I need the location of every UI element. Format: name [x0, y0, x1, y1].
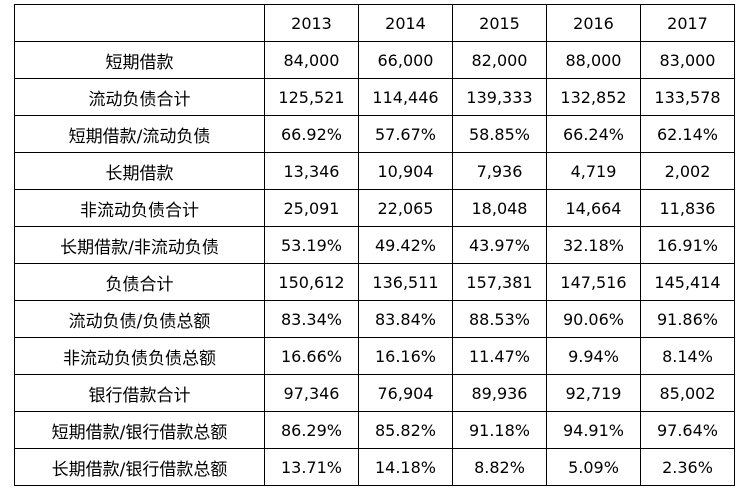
table-cell: 22,065 [358, 189, 453, 227]
row-label: 长期借款/银行借款总额 [14, 448, 265, 486]
table-cell: 2.36% [640, 448, 735, 486]
table-cell: 85,002 [640, 374, 735, 412]
table-cell: 10,904 [358, 152, 453, 190]
table-row: 长期借款 13,346 10,904 7,936 4,719 2,002 [14, 152, 735, 190]
table-cell: 13.71% [264, 448, 359, 486]
table-cell: 145,414 [640, 263, 735, 301]
table-cell: 9.94% [546, 337, 641, 375]
table-cell: 139,333 [452, 78, 547, 116]
table-cell: 62.14% [640, 115, 735, 153]
table-cell: 25,091 [264, 189, 359, 227]
table-cell: 11.47% [452, 337, 547, 375]
table-cell: 82,000 [452, 41, 547, 79]
table-row: 短期借款 84,000 66,000 82,000 88,000 83,000 [14, 41, 735, 79]
table-cell: 5.09% [546, 448, 641, 486]
table-row: 流动负债/负债总额 83.34% 83.84% 88.53% 90.06% 91.86% [14, 300, 735, 338]
corner-cell [14, 4, 265, 42]
table-cell: 66.24% [546, 115, 641, 153]
table-cell: 150,612 [264, 263, 359, 301]
table-cell: 16.66% [264, 337, 359, 375]
table-cell: 16.16% [358, 337, 453, 375]
table-cell: 157,381 [452, 263, 547, 301]
table-row: 非流动负债合计 25,091 22,065 18,048 14,664 11,836 [14, 189, 735, 227]
table-cell: 132,852 [546, 78, 641, 116]
table-cell: 49.42% [358, 226, 453, 264]
table-cell: 147,516 [546, 263, 641, 301]
table-cell: 8.82% [452, 448, 547, 486]
table-body: 短期借款 84,000 66,000 82,000 88,000 83,000 流动负债合计… [14, 41, 735, 486]
row-label: 长期借款 [14, 152, 265, 190]
table-cell: 83.84% [358, 300, 453, 338]
debt-data-table: 2013 2014 2015 2016 2017 短期借款 84,000 66,00… [14, 4, 735, 486]
row-label: 非流动负债合计 [14, 189, 265, 227]
table-cell: 136,511 [358, 263, 453, 301]
row-label: 长期借款/非流动负债 [14, 226, 265, 264]
table-cell: 90.06% [546, 300, 641, 338]
table-cell: 76,904 [358, 374, 453, 412]
table-cell: 14,664 [546, 189, 641, 227]
table-row: 负债合计 150,612 136,511 157,381 147,516 145,414 [14, 263, 735, 301]
table-cell: 13,346 [264, 152, 359, 190]
table-cell: 58.85% [452, 115, 547, 153]
table-cell: 94.91% [546, 411, 641, 449]
table-cell: 18,048 [452, 189, 547, 227]
year-header: 2013 [264, 4, 359, 42]
table-row: 流动负债合计 125,521 114,446 139,333 132,852 133,57… [14, 78, 735, 116]
table-cell: 2,002 [640, 152, 735, 190]
table-cell: 97,346 [264, 374, 359, 412]
table-row: 非流动负债负债总额 16.66% 16.16% 11.47% 9.94% 8.14% [14, 337, 735, 375]
row-label: 流动负债/负债总额 [14, 300, 265, 338]
table-cell: 83.34% [264, 300, 359, 338]
year-header: 2017 [640, 4, 735, 42]
table-cell: 66,000 [358, 41, 453, 79]
year-header: 2016 [546, 4, 641, 42]
year-header: 2015 [452, 4, 547, 42]
table-cell: 133,578 [640, 78, 735, 116]
table-cell: 91.86% [640, 300, 735, 338]
table-cell: 125,521 [264, 78, 359, 116]
table-cell: 89,936 [452, 374, 547, 412]
table-cell: 32.18% [546, 226, 641, 264]
table-cell: 53.19% [264, 226, 359, 264]
table-cell: 85.82% [358, 411, 453, 449]
table-cell: 83,000 [640, 41, 735, 79]
table-cell: 88.53% [452, 300, 547, 338]
header-row: 2013 2014 2015 2016 2017 [14, 4, 735, 42]
table-cell: 4,719 [546, 152, 641, 190]
table-row: 长期借款/非流动负债 53.19% 49.42% 43.97% 32.18% 16.91% [14, 226, 735, 264]
table-cell: 114,446 [358, 78, 453, 116]
row-label: 短期借款 [14, 41, 265, 79]
table-cell: 11,836 [640, 189, 735, 227]
table-cell: 91.18% [452, 411, 547, 449]
table-cell: 88,000 [546, 41, 641, 79]
table-cell: 7,936 [452, 152, 547, 190]
row-label: 非流动负债负债总额 [14, 337, 265, 375]
row-label: 流动负债合计 [14, 78, 265, 116]
table-cell: 8.14% [640, 337, 735, 375]
table-cell: 92,719 [546, 374, 641, 412]
table-row: 短期借款/流动负债 66.92% 57.67% 58.85% 66.24% 62.14% [14, 115, 735, 153]
row-label: 银行借款合计 [14, 374, 265, 412]
table-cell: 16.91% [640, 226, 735, 264]
table-cell: 57.67% [358, 115, 453, 153]
table-cell: 97.64% [640, 411, 735, 449]
table-row: 银行借款合计 97,346 76,904 89,936 92,719 85,002 [14, 374, 735, 412]
table-cell: 86.29% [264, 411, 359, 449]
table-row: 短期借款/银行借款总额 86.29% 85.82% 91.18% 94.91% 97.64… [14, 411, 735, 449]
table-cell: 43.97% [452, 226, 547, 264]
row-label: 负债合计 [14, 263, 265, 301]
table-row: 长期借款/银行借款总额 13.71% 14.18% 8.82% 5.09% 2.36% [14, 448, 735, 486]
year-header: 2014 [358, 4, 453, 42]
row-label: 短期借款/银行借款总额 [14, 411, 265, 449]
row-label: 短期借款/流动负债 [14, 115, 265, 153]
table-cell: 84,000 [264, 41, 359, 79]
table-cell: 14.18% [358, 448, 453, 486]
table-cell: 66.92% [264, 115, 359, 153]
